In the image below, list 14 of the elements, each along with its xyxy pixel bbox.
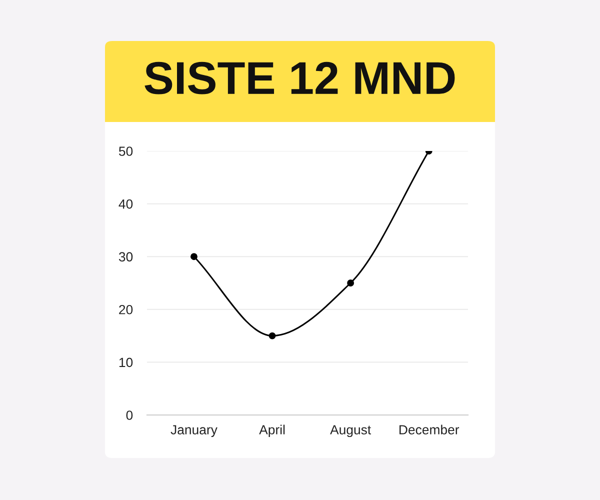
point (190, 253, 198, 260)
point (347, 280, 354, 286)
chart-title: SISTE 12 MND (144, 62, 455, 94)
y-tick-label: 0 (126, 410, 133, 420)
y-tick-label: 20 (119, 304, 133, 314)
point (268, 332, 276, 340)
y-tick-label: 30 (118, 252, 133, 262)
y-tick-label: 40 (118, 199, 133, 209)
y-tick-label: 10 (119, 358, 133, 368)
x-tick-label: August (330, 425, 372, 438)
x-tick-label: April (259, 424, 285, 438)
y-tick-label: 50 (118, 146, 133, 156)
x-tick-label: December (400, 424, 460, 434)
x-tick-label: January (170, 425, 218, 438)
